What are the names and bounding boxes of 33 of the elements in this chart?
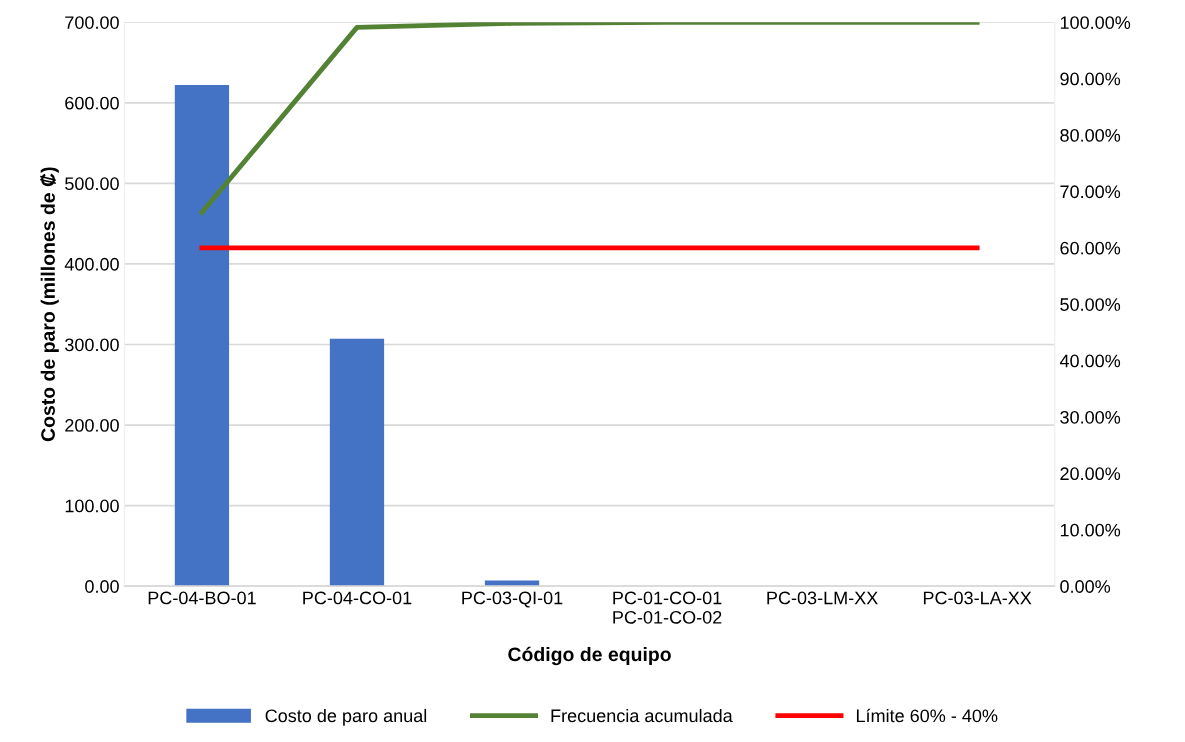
y2-tick-label: 0.00% [1060,580,1111,593]
line-series [199,22,980,215]
y2-tick-label: 50.00% [1060,298,1121,311]
y2-tick-label: 60.00% [1060,241,1121,255]
bar [174,85,230,587]
y-tick-label: 600.00 [65,96,119,110]
y-axis-title: Costo de paro (millones de ₡) [40,167,59,442]
y-tick-label: 300.00 [65,338,119,352]
legend-label: Frecuencia acumulada [551,708,733,723]
y2-tick-label: 10.00% [1060,523,1121,537]
y-tick-label: 200.00 [65,418,119,432]
y-tick-label: 500.00 [65,177,119,191]
x-tick-label: PC-01-CO-01 PC-01-CO-02 [613,591,722,624]
bar [329,338,385,587]
x-axis-title: Código de equipo [508,646,671,666]
x-tick-label: PC-03-LA-XX [923,591,1032,605]
y2-tick-label: 90.00% [1060,72,1121,86]
x-tick-label: PC-04-CO-01 [303,591,412,605]
y2-tick-label: 80.00% [1060,128,1121,142]
legend-label: Límite 60% - 40% [856,708,998,723]
x-tick-label: PC-03-LM-XX [767,591,878,605]
y-tick-label: 100.00 [65,499,119,513]
y2-tick-label: 40.00% [1059,354,1121,368]
y2-tick-label: 70.00% [1060,185,1121,199]
y-tick-label: 0.00 [85,580,119,593]
x-tick-label: PC-04-BO-01 [148,591,256,605]
y2-tick-label: 100.00% [1060,16,1131,29]
y2-tick-label: 30.00% [1060,410,1121,424]
y-tick-label: 400.00 [64,257,119,271]
y-tick-label: 700.00 [65,16,119,29]
legend-label: Costo de paro anual [265,708,427,726]
x-tick-label: PC-03-QI-01 [462,591,563,608]
y2-tick-label: 20.00% [1060,467,1121,481]
